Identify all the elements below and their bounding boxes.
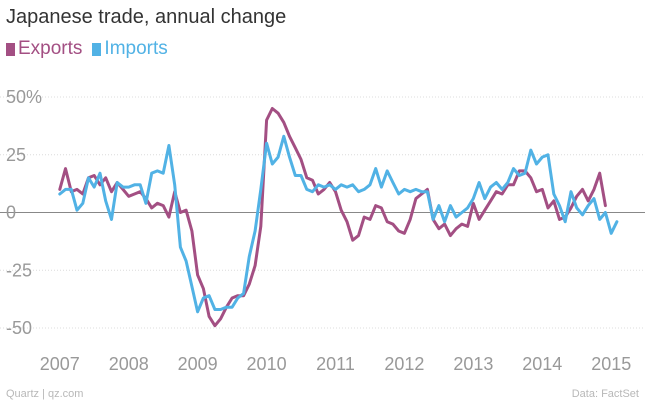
x-tick-label: 2015 — [591, 354, 631, 374]
y-tick-label: 50% — [6, 87, 42, 107]
x-tick-label: 2008 — [109, 354, 149, 374]
legend-label-exports: Exports — [18, 38, 83, 59]
y-tick-label: -50 — [6, 318, 32, 338]
legend-swatch-exports — [6, 42, 15, 56]
legend-swatch-imports — [92, 42, 102, 56]
legend-item-exports: Exports — [6, 38, 82, 60]
x-tick-label: 2010 — [247, 354, 287, 374]
y-tick-label: -25 — [6, 260, 32, 280]
x-tick-label: 2007 — [40, 354, 80, 374]
legend-label-imports: Imports — [104, 38, 168, 59]
x-tick-label: 2012 — [384, 354, 424, 374]
series-line-imports — [58, 134, 619, 314]
x-tick-label: 2013 — [453, 354, 493, 374]
legend-item-imports: Imports — [92, 38, 168, 60]
y-tick-label: 25 — [6, 145, 26, 165]
chart-title: Japanese trade, annual change — [6, 6, 287, 28]
x-tick-label: 2009 — [178, 354, 218, 374]
x-tick-label: 2014 — [522, 354, 562, 374]
data-source: Data: FactSet — [571, 388, 639, 400]
x-tick-label: 2011 — [316, 354, 355, 374]
source-credit: Quartz | qz.com — [6, 388, 84, 400]
legend: Exports Imports — [6, 38, 168, 60]
series-line-exports — [58, 107, 607, 328]
y-tick-label: 0 — [6, 203, 16, 223]
